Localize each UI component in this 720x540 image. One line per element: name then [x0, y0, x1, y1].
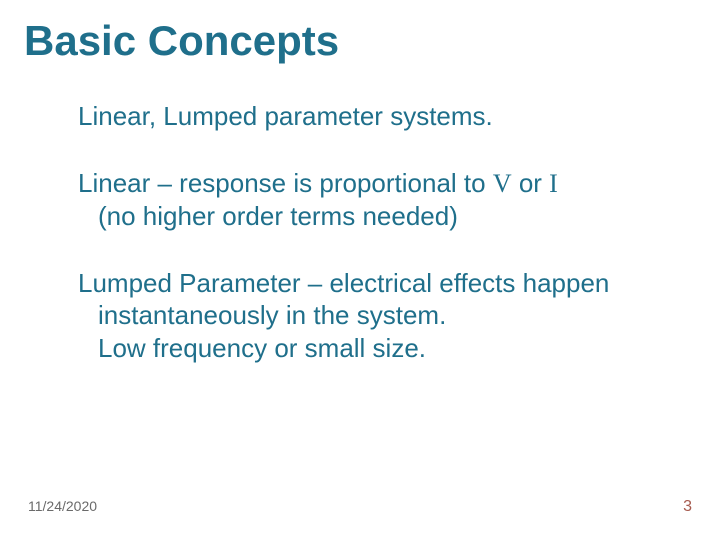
spacer [24, 64, 696, 100]
text-line: Low frequency or small size. [98, 332, 696, 365]
text-line: Linear, Lumped parameter systems. [78, 100, 696, 133]
variable-v: V [493, 169, 512, 198]
slide-footer: 11/24/2020 3 [0, 498, 720, 516]
body-block-3: Lumped Parameter – electrical effects ha… [78, 267, 696, 365]
footer-page-number: 3 [683, 498, 692, 516]
text-line: Linear – response is proportional to V o… [78, 167, 696, 201]
text-line: (no higher order terms needed) [98, 200, 696, 233]
body-block-2: Linear – response is proportional to V o… [78, 167, 696, 233]
slide-title: Basic Concepts [24, 18, 696, 64]
spacer [24, 233, 696, 267]
footer-date: 11/24/2020 [28, 498, 97, 514]
body-block-1: Linear, Lumped parameter systems. [78, 100, 696, 133]
text-fragment: Linear – response is proportional to [78, 168, 493, 198]
text-line: Lumped Parameter – electrical effects ha… [78, 267, 696, 300]
text-fragment: or [512, 168, 550, 198]
slide: Basic Concepts Linear, Lumped parameter … [0, 0, 720, 540]
spacer [24, 133, 696, 167]
variable-i: I [549, 169, 558, 198]
text-line: instantaneously in the system. [98, 299, 696, 332]
